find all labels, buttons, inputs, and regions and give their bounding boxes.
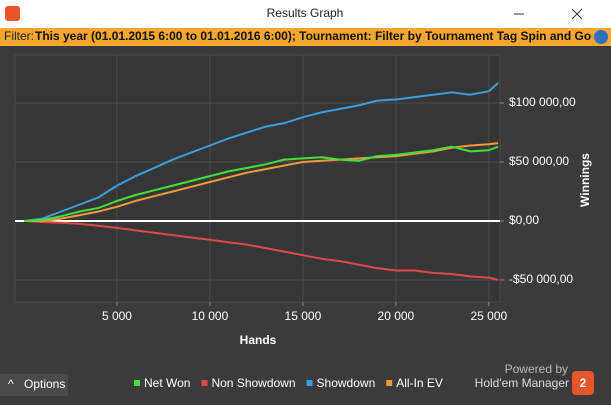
y-tick-label: $100 000,00 bbox=[509, 95, 576, 109]
series-line bbox=[23, 82, 499, 222]
filter-bar bbox=[0, 28, 611, 46]
x-axis-title: Hands bbox=[240, 333, 277, 347]
brand-logo bbox=[572, 371, 594, 395]
options-label: Options bbox=[24, 377, 65, 391]
x-tick-label: 5 000 bbox=[102, 309, 132, 323]
title-bar bbox=[0, 0, 611, 28]
y-tick-label: $0,00 bbox=[509, 213, 539, 227]
options-caret: ^ bbox=[8, 377, 14, 391]
legend-label: Net Won bbox=[144, 376, 190, 390]
legend-label: Non Showdown bbox=[211, 376, 295, 390]
legend-swatch bbox=[386, 380, 393, 386]
window-title: Results Graph bbox=[267, 6, 344, 20]
legend-swatch bbox=[201, 380, 208, 386]
options-button[interactable] bbox=[0, 374, 68, 396]
legend-label: Showdown bbox=[317, 376, 376, 390]
series-line bbox=[23, 145, 499, 222]
legend-swatch bbox=[134, 380, 140, 386]
series-line bbox=[23, 220, 499, 281]
x-tick-label: 10 000 bbox=[192, 309, 229, 323]
legend-swatch bbox=[306, 380, 313, 386]
x-tick-label: 20 000 bbox=[378, 309, 415, 323]
y-axis-title: Winnings bbox=[578, 153, 592, 207]
footer-bar bbox=[0, 371, 611, 405]
legend-label: All-In EV bbox=[396, 376, 443, 390]
brand-name: Hold'em Manager bbox=[475, 376, 569, 390]
y-tick-label: -$50 000,00 bbox=[509, 272, 573, 286]
close-button[interactable] bbox=[571, 8, 583, 20]
filter-label: Filter: bbox=[4, 29, 34, 43]
plot-frame bbox=[14, 54, 501, 303]
filter-text: This year (01.01.2015 6:00 to 01.01.2016… bbox=[35, 29, 611, 43]
app-icon bbox=[5, 6, 20, 21]
x-tick-label: 25 000 bbox=[470, 309, 507, 323]
series-line bbox=[24, 142, 499, 222]
y-tick-label: $50 000,00 bbox=[509, 154, 569, 168]
powered-by: Powered by bbox=[505, 362, 568, 376]
x-tick-label: 15 000 bbox=[285, 309, 322, 323]
filter-help-icon[interactable] bbox=[594, 30, 608, 44]
brand-badge: 2 bbox=[580, 376, 587, 390]
